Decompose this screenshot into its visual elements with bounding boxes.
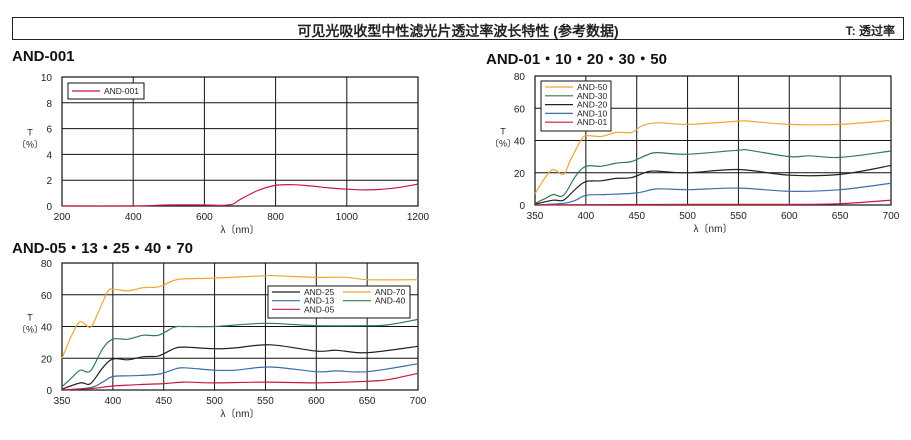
x-tick-label: 600	[196, 212, 213, 223]
x-tick-label: 200	[54, 212, 71, 223]
y-tick-label: 0	[46, 386, 52, 397]
legend-label: AND-25	[304, 287, 335, 297]
legend-box	[267, 285, 411, 319]
chart-2: 350 400 450 500 550 600 650 700 0 20 40 60 80 λ〔nm〕 T 〔…	[17, 259, 427, 420]
series-line-and-05	[61, 372, 419, 391]
x-tick-label: 550	[257, 396, 274, 407]
y-axis-label-t: T	[27, 128, 33, 138]
chart-title-and-05-70: AND-05・13・25・40・70	[12, 240, 193, 257]
legend-label: AND-13	[304, 296, 335, 306]
series-line-and-01	[534, 199, 892, 206]
y-axis-label-unit: 〔%〕	[17, 140, 43, 150]
y-tick-label: 4	[46, 150, 52, 161]
x-tick-label: 450	[155, 396, 172, 407]
y-tick-label: 80	[514, 72, 526, 83]
y-tick-label: 0	[46, 202, 52, 213]
transmittance-note: T: 透过率	[845, 24, 895, 38]
x-tick-label: 600	[308, 396, 325, 407]
chart-0: 200 400 600 800 1000 1200 0 2 4 6 8 10 λ〔nm〕 T 〔%〕 AND-…	[17, 73, 430, 236]
legend-label: AND-10	[577, 108, 608, 118]
legend-label: AND-30	[577, 91, 608, 101]
legend-label: AND-20	[577, 100, 608, 110]
x-tick-label: 700	[883, 211, 900, 222]
series-line-and-50	[534, 119, 892, 195]
y-axis-label-unit: 〔%〕	[490, 139, 516, 149]
legend-label: AND-50	[577, 82, 608, 92]
series-line-and-70	[61, 274, 419, 359]
plot-frame	[61, 262, 419, 391]
x-tick-label: 500	[206, 396, 223, 407]
y-tick-label: 20	[514, 169, 526, 180]
legend-label: AND-40	[375, 296, 406, 306]
y-tick-label: 8	[46, 99, 52, 110]
x-tick-label: 350	[527, 211, 544, 222]
x-tick-label: 650	[359, 396, 376, 407]
x-tick-label: 800	[267, 212, 284, 223]
y-axis-label-t: T	[27, 313, 33, 323]
x-tick-label: 650	[832, 211, 849, 222]
x-axis-label: λ〔nm〕	[694, 223, 733, 235]
y-tick-label: 60	[514, 104, 526, 115]
y-tick-label: 80	[41, 259, 53, 270]
chart-1: 350 400 450 500 550 600 650 700 0 20 40 60 80 λ〔nm〕 T 〔…	[490, 72, 900, 235]
series-line-and-30	[534, 148, 892, 204]
x-tick-label: 600	[781, 211, 798, 222]
y-tick-label: 6	[46, 125, 52, 136]
x-tick-label: 400	[125, 212, 142, 223]
chart-title-and-01-50: AND-01・10・20・30・50	[486, 51, 667, 68]
chart-title-and-001: AND-001	[12, 48, 75, 65]
legend-label: AND-01	[577, 117, 608, 127]
legend-label: AND-05	[304, 304, 335, 314]
x-tick-label: 450	[628, 211, 645, 222]
y-tick-label: 40	[41, 323, 53, 334]
legend-label: AND-70	[375, 287, 406, 297]
series-line-and-25	[61, 344, 419, 390]
legend-label: AND-001	[104, 86, 139, 96]
x-tick-label: 400	[105, 396, 122, 407]
x-axis-label: λ〔nm〕	[221, 408, 260, 420]
series-line-and-001	[61, 183, 419, 207]
x-tick-label: 1000	[336, 212, 359, 223]
x-tick-label: 350	[54, 396, 71, 407]
legend-box	[67, 82, 145, 100]
y-tick-label: 40	[514, 137, 526, 148]
y-tick-label: 20	[41, 354, 53, 365]
series-line-and-20	[534, 164, 892, 205]
x-tick-label: 500	[679, 211, 696, 222]
series-line-and-13	[61, 363, 419, 391]
page-title: 可见光吸收型中性滤光片透过率波长特性 (参考数据)	[297, 23, 619, 39]
series-line-and-10	[534, 182, 892, 206]
x-tick-label: 550	[730, 211, 747, 222]
y-tick-label: 10	[41, 73, 53, 84]
x-tick-label: 400	[578, 211, 595, 222]
y-tick-label: 60	[41, 291, 53, 302]
series-line-and-40	[61, 318, 419, 388]
y-axis-label-t: T	[500, 127, 506, 137]
plot-frame	[61, 76, 419, 207]
x-tick-label: 700	[410, 396, 427, 407]
page-header: 可见光吸收型中性滤光片透过率波长特性 (参考数据) T: 透过率	[12, 17, 904, 40]
y-axis-label-unit: 〔%〕	[17, 325, 43, 335]
x-tick-label: 1200	[407, 212, 430, 223]
y-tick-label: 2	[46, 176, 52, 187]
y-tick-label: 0	[519, 201, 525, 212]
x-axis-label: λ〔nm〕	[221, 224, 260, 236]
plot-frame	[534, 75, 892, 206]
